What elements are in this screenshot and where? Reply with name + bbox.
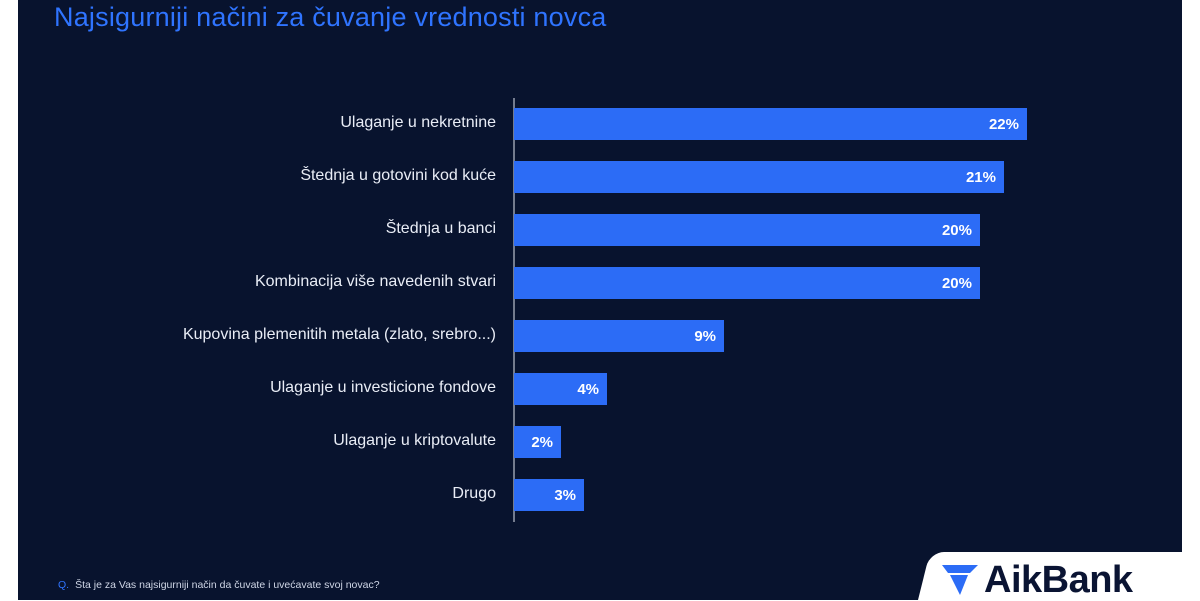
value-label-5: 9% bbox=[694, 328, 716, 345]
value-label-3: 20% bbox=[942, 222, 972, 239]
question-text: Šta je za Vas najsigurniji način da čuva… bbox=[75, 579, 380, 591]
value-label-8: 3% bbox=[554, 487, 576, 504]
category-label-6: Ulaganje u investicione fondove bbox=[270, 379, 496, 396]
question-prefix: Q. bbox=[58, 579, 70, 591]
slide-background: Najsigurniji načini za čuvanje vrednosti… bbox=[18, 0, 1182, 600]
category-label-1: Ulaganje u nekretnine bbox=[340, 114, 496, 131]
bar-6 bbox=[514, 373, 607, 405]
category-label-5: Kupovina plemenitih metala (zlato, srebr… bbox=[183, 326, 496, 343]
logo-text: AikBank bbox=[984, 559, 1133, 601]
bar-chart: Ulaganje u nekretnine 22% Štednja u gotovi… bbox=[183, 98, 1027, 522]
value-label-6: 4% bbox=[577, 381, 599, 398]
category-label-4: Kombinacija više navedenih stvari bbox=[255, 273, 496, 290]
survey-question-footnote: Q. Šta je za Vas najsigurniji način da ču… bbox=[58, 579, 380, 591]
category-label-3: Štednja u banci bbox=[386, 218, 496, 237]
bar-2 bbox=[514, 161, 1004, 193]
category-label-7: Ulaganje u kriptovalute bbox=[333, 432, 496, 449]
bar-1 bbox=[514, 108, 1027, 140]
bar-7 bbox=[514, 426, 561, 458]
bar-4 bbox=[514, 267, 980, 299]
bar-3 bbox=[514, 214, 980, 246]
logo-card bbox=[1098, 552, 1182, 600]
aikbank-logo: AikBank bbox=[940, 560, 1133, 600]
value-label-7: 2% bbox=[531, 434, 553, 451]
category-label-2: Štednja u gotovini kod kuće bbox=[300, 165, 496, 184]
aikbank-logo-icon bbox=[942, 565, 978, 595]
value-label-1: 22% bbox=[989, 116, 1019, 133]
value-label-2: 21% bbox=[966, 169, 996, 186]
bar-5 bbox=[514, 320, 724, 352]
category-label-8: Drugo bbox=[452, 485, 496, 502]
value-label-4: 20% bbox=[942, 275, 972, 292]
logo-card-tail bbox=[1182, 552, 1200, 600]
chart-title: Najsigurniji načini za čuvanje vrednosti… bbox=[54, 2, 607, 32]
bar-8 bbox=[514, 479, 584, 511]
